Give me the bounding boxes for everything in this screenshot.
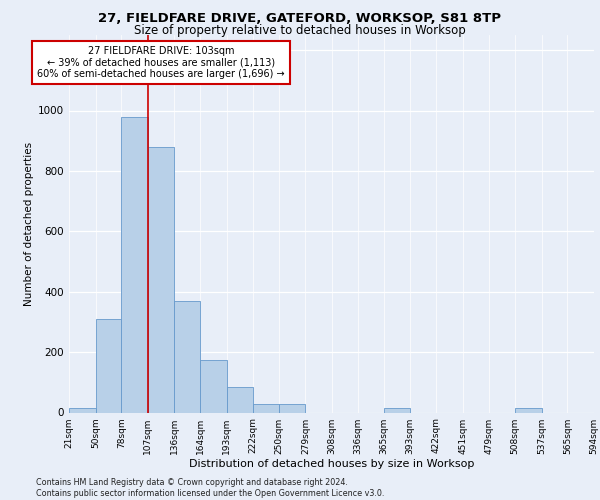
Bar [175,301,200,412]
Bar [95,319,121,412]
Bar [227,387,253,412]
Text: 27 FIELDFARE DRIVE: 103sqm
← 39% of detached houses are smaller (1,113)
60% of s: 27 FIELDFARE DRIVE: 103sqm ← 39% of deta… [37,46,285,79]
Text: Size of property relative to detached houses in Worksop: Size of property relative to detached ho… [134,24,466,37]
Bar [200,360,227,412]
Bar [279,404,305,412]
Bar [148,146,175,412]
Bar [69,408,95,412]
Text: 27, FIELDFARE DRIVE, GATEFORD, WORKSOP, S81 8TP: 27, FIELDFARE DRIVE, GATEFORD, WORKSOP, … [98,12,502,26]
Y-axis label: Number of detached properties: Number of detached properties [24,142,34,306]
Bar [384,408,410,412]
Bar [121,116,148,412]
Text: Contains HM Land Registry data © Crown copyright and database right 2024.
Contai: Contains HM Land Registry data © Crown c… [36,478,385,498]
Bar [515,408,542,412]
Bar [253,404,279,412]
X-axis label: Distribution of detached houses by size in Worksop: Distribution of detached houses by size … [189,460,474,469]
